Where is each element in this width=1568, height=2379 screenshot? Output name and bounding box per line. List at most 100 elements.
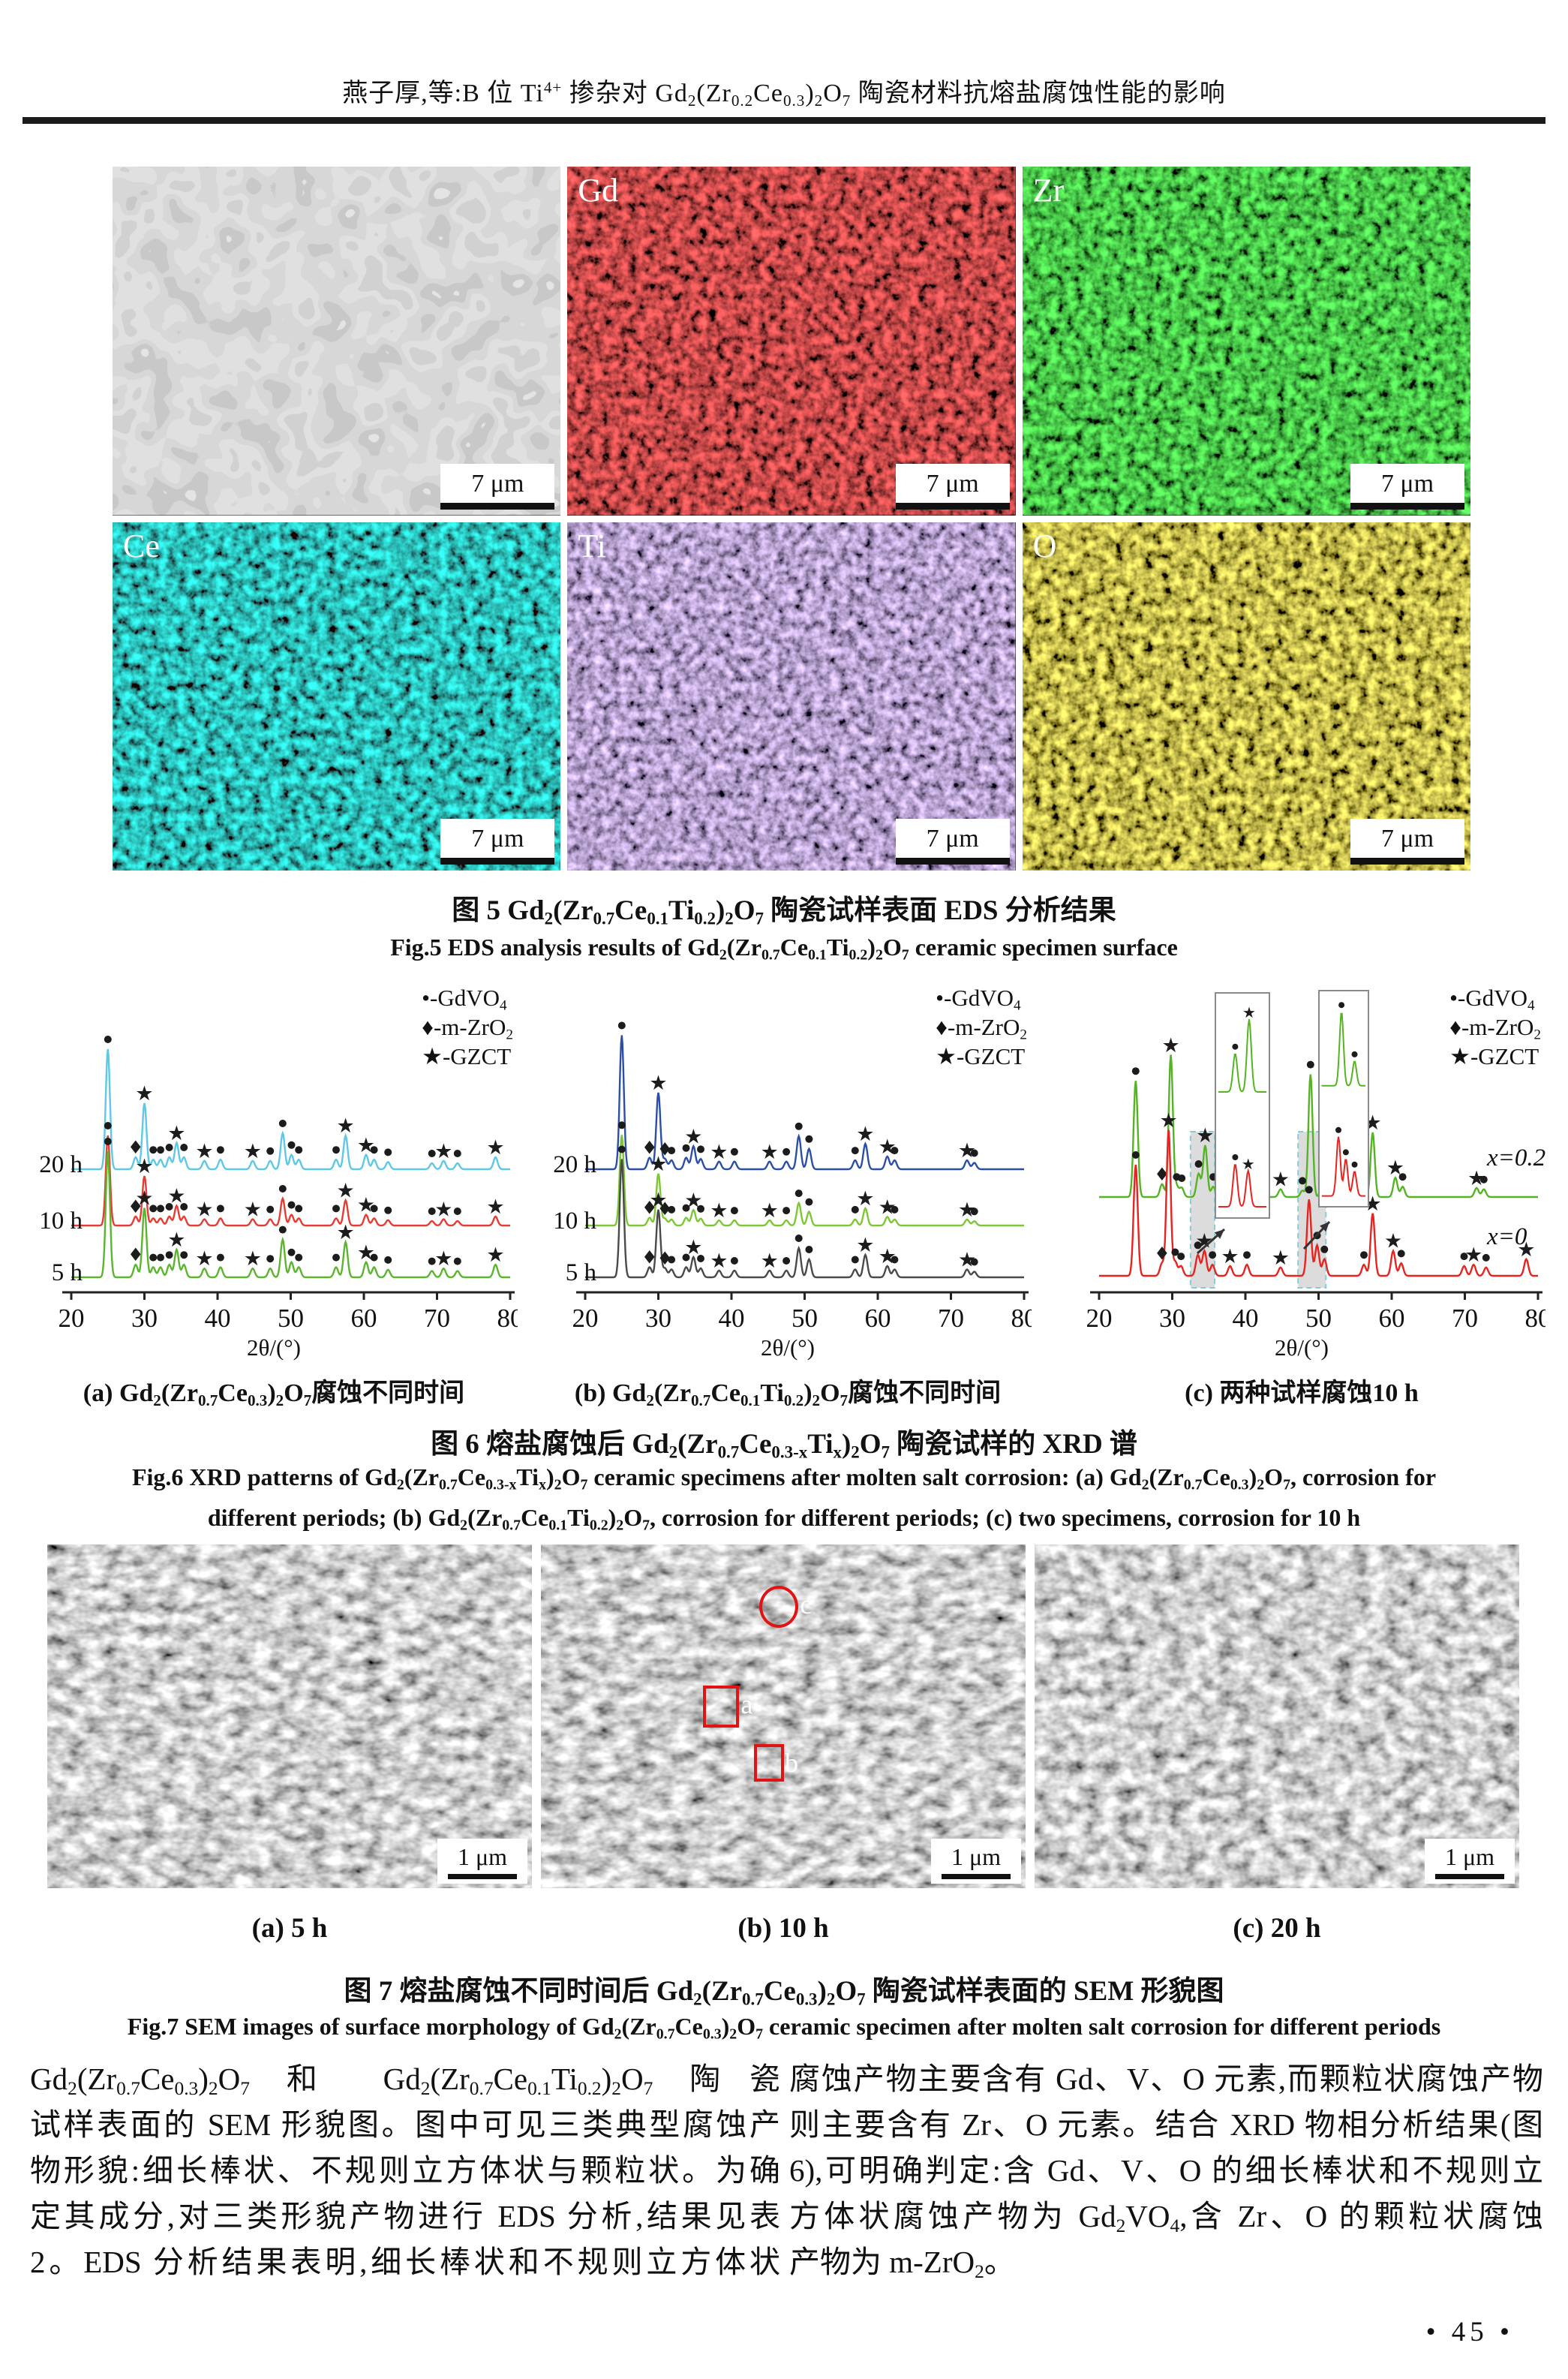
sem-annotation-label-b: b	[785, 1747, 799, 1778]
legend-entry-gzct: ★-GZCT	[936, 1043, 1026, 1069]
xrd-chart-a-plot: ♦★★★ ★★★ ★ ★20 h♦★★★ ★★★ ★ ★10 h♦★★★ ★★★ ★ ★5 h20…	[39, 1036, 518, 1333]
xrd-chart-a: ♦ ★ ★ ★ ★ ★ ★ ★ ★ 20 h ♦ ★ ★ ★ ★ ★ ★ ★ ★ 10 h ♦ ★ ★ ★ ★ ★ ★ ★ ★ 5 h 20…	[30, 982, 518, 1409]
xrd-chart-c: ♦★★★★★★★x=0.2♦★★★★★★★★x=0★★2030405060708…	[1058, 982, 1546, 1409]
zr-map-image	[1022, 167, 1470, 516]
fig7-caption-cn: 图 7 熔盐腐蚀不同时间后 Gd2(Zr0.7Ce0.3)2O7 陶瓷试样表面的…	[344, 1976, 1224, 2009]
scale-bar: 1 μm	[931, 1839, 1021, 1884]
svg-text:★: ★	[761, 1199, 779, 1223]
svg-text:40: 40	[719, 1304, 745, 1333]
body-column-right: 腐蚀产物主要含有 Gd、V、O 元素,而颗粒状腐蚀产物 则主要含有 Zr、O 元…	[789, 2056, 1543, 2285]
legend-entry-gzct: ★-GZCT	[1449, 1043, 1539, 1069]
fig5-caption-cn: 图 5 Gd2(Zr0.7Ce0.1Ti0.2)2O7 陶瓷试样表面 EDS 分…	[452, 895, 1116, 928]
xrd-chart-c-plot: ♦★★★★★★★x=0.2♦★★★★★★★★x=0★★2030405060708…	[1086, 990, 1545, 1333]
xrd-chart-a-legend: •-GdVO4 ♦-m-ZrO2 ★-GZCT	[422, 983, 513, 1071]
scale-bar-line	[1435, 1874, 1504, 1879]
legend-entry-gdvo4: •-GdVO4	[1449, 985, 1535, 1014]
svg-text:★: ★	[486, 1244, 504, 1267]
svg-text:★: ★	[1196, 1124, 1214, 1147]
scale-bar-line	[440, 502, 555, 510]
svg-text:10 h: 10 h	[39, 1208, 83, 1235]
svg-text:★: ★	[434, 1140, 452, 1163]
scale-label: 1 μm	[1444, 1843, 1495, 1870]
xrd-chart-b: ♦ ★ ♦ ★ ★ ★ ★ ★ ★ 20 h ♦ ★ ♦ ★ ★ ★ ★ ★ ★ 10 h ♦ ★ ♦ ★ ★ ★ ★ ★ ★ 5 h 20…	[544, 982, 1032, 1409]
sem-annotation-label-a: a	[740, 1689, 753, 1719]
fig7-subcaption-c: (c) 20 h	[1233, 1913, 1321, 1944]
sem-annotation-label-c: c	[800, 1589, 813, 1620]
svg-text:20: 20	[572, 1304, 599, 1333]
scale-bar-line	[895, 858, 1010, 865]
svg-text:★: ★	[1221, 1245, 1239, 1268]
header-rule	[23, 117, 1545, 124]
fig6-subcaption-b: (b) Gd2(Zr0.7Ce0.1Ti0.2)2O7腐蚀不同时间	[574, 1379, 1002, 1409]
svg-text:★: ★	[761, 1141, 779, 1164]
scale-label: 7 μm	[1380, 469, 1434, 498]
svg-text:50: 50	[1305, 1304, 1332, 1333]
legend-entry-gdvo4: •-GdVO4	[936, 985, 1021, 1014]
svg-text:★: ★	[434, 1199, 452, 1222]
svg-text:50: 50	[792, 1304, 818, 1333]
scale-bar: 7 μm	[440, 819, 555, 865]
xrd-chart-c-legend: •-GdVO4 ♦-m-ZrO2 ★-GZCT	[1449, 983, 1541, 1071]
svg-text:★: ★	[1464, 1244, 1482, 1267]
svg-text:70: 70	[424, 1304, 450, 1333]
svg-text:5 h: 5 h	[566, 1259, 597, 1286]
svg-text:★: ★	[135, 1187, 153, 1211]
fig7-subcaption-b: (b) 10 h	[737, 1913, 829, 1944]
svg-text:30: 30	[1159, 1304, 1185, 1333]
eds-panel-sem-overview: 7 μm	[113, 167, 561, 516]
svg-text:★: ★	[486, 1196, 504, 1219]
scale-label: 7 μm	[926, 469, 979, 498]
svg-text:★: ★	[649, 1189, 667, 1212]
svg-text:★: ★	[710, 1141, 728, 1164]
body-line: 试样表面的 SEM 形貌图。图中可见三类典型腐蚀产	[30, 2107, 780, 2142]
scale-label: 1 μm	[951, 1843, 1002, 1870]
scale-label: 7 μm	[926, 825, 979, 853]
svg-text:★: ★	[1161, 1034, 1179, 1057]
sem-5h-image	[47, 1544, 532, 1888]
sem-panel-5h: 1 μm	[47, 1544, 532, 1888]
scale-label: 7 μm	[1380, 825, 1434, 853]
svg-text:★: ★	[244, 1247, 262, 1271]
legend-entry-mzro2: ♦-m-ZrO2	[936, 1014, 1027, 1043]
svg-text:★: ★	[357, 1241, 375, 1265]
fig7-caption-en: Fig.7 SEM images of surface morphology o…	[127, 2013, 1441, 2043]
scale-bar-line	[1350, 502, 1464, 510]
figure7-subcaptions: (a) 5 h (b) 10 h (c) 20 h	[47, 1912, 1519, 1944]
xrd-chart-b-legend: •-GdVO4 ♦-m-ZrO2 ★-GZCT	[936, 983, 1027, 1071]
sem-panel-10h: 1 μm c a b	[541, 1544, 1026, 1888]
svg-text:★: ★	[1242, 1003, 1256, 1021]
legend-entry-gzct: ★-GZCT	[422, 1043, 512, 1069]
svg-text:♦: ♦	[128, 1137, 144, 1158]
svg-text:★: ★	[486, 1136, 504, 1159]
svg-text:★: ★	[710, 1250, 728, 1273]
svg-text:★: ★	[195, 1199, 213, 1222]
svg-text:20: 20	[59, 1304, 85, 1333]
ce-map-image	[113, 522, 561, 871]
sem-20h-image	[1035, 1544, 1519, 1888]
svg-text:♦: ♦	[641, 1198, 658, 1219]
fig6-caption-cn: 图 6 熔盐腐蚀后 Gd2(Zr0.7Ce0.3-xTix)2O7 陶瓷试样的 …	[431, 1429, 1137, 1462]
sem-overview-image	[113, 167, 561, 516]
sem-annotation-b: b	[754, 1743, 798, 1782]
scale-bar-line	[1350, 858, 1464, 865]
svg-text:♦: ♦	[128, 1196, 144, 1217]
svg-text:★: ★	[684, 1125, 702, 1148]
svg-text:20 h: 20 h	[39, 1151, 83, 1178]
running-header: 燕子厚,等:B 位 Ti4+ 掺杂对 Gd2(Zr0.2Ce0.3)2O7 陶瓷…	[0, 72, 1568, 109]
xrd-chart-c-xlabel: 2θ/(°)	[1274, 1334, 1329, 1361]
svg-text:20: 20	[1086, 1304, 1113, 1333]
svg-text:♦: ♦	[657, 1248, 674, 1269]
eds-panel-label: Ce	[123, 527, 160, 564]
scale-bar: 7 μm	[1350, 819, 1464, 865]
svg-text:♦: ♦	[128, 1244, 144, 1265]
svg-text:★: ★	[357, 1134, 375, 1157]
svg-text:50: 50	[278, 1304, 304, 1333]
body-line: Gd2(Zr0.7Ce0.3)2O7 和 Gd2(Zr0.7Ce0.1Ti0.2…	[30, 2062, 781, 2100]
body-line: 2。EDS 分析结果表明,细长棒状和不规则立方体状	[30, 2245, 780, 2279]
svg-text:70: 70	[938, 1304, 964, 1333]
svg-text:60: 60	[351, 1304, 377, 1333]
body-line: 腐蚀产物主要含有 Gd、V、O 元素,而颗粒状腐蚀产物	[789, 2062, 1543, 2096]
body-line: 方体状腐蚀产物为 Gd2VO4,含 Zr、O 的颗粒状腐蚀	[789, 2199, 1543, 2237]
svg-text:★: ★	[336, 1114, 354, 1138]
